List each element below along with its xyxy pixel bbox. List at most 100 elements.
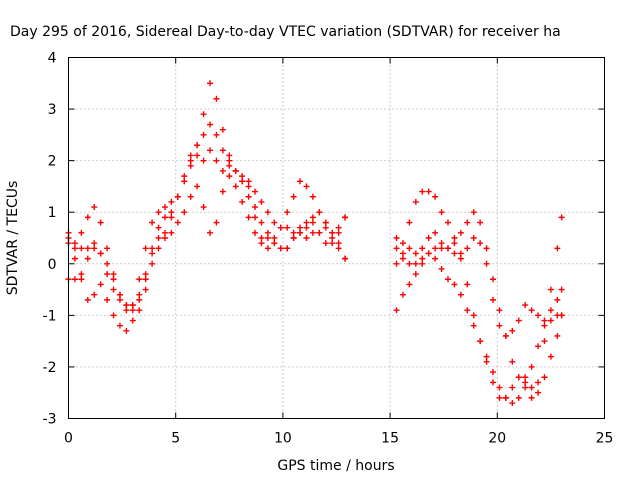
data-point bbox=[322, 219, 329, 226]
data-point bbox=[425, 188, 432, 195]
data-point bbox=[155, 245, 162, 252]
data-point bbox=[470, 235, 477, 241]
data-point bbox=[477, 240, 484, 247]
data-point bbox=[155, 235, 162, 241]
data-point bbox=[483, 260, 490, 267]
data-point bbox=[104, 296, 111, 303]
data-point bbox=[97, 281, 104, 288]
data-point bbox=[239, 173, 246, 180]
data-point bbox=[419, 255, 426, 262]
data-point bbox=[104, 260, 111, 267]
data-point bbox=[168, 229, 175, 236]
data-point bbox=[207, 147, 214, 154]
data-point bbox=[226, 173, 233, 180]
data-point bbox=[264, 245, 271, 252]
data-point bbox=[207, 121, 214, 128]
data-point bbox=[226, 162, 233, 169]
data-point bbox=[393, 235, 400, 241]
data-point bbox=[213, 131, 220, 138]
axis-ticks: 0 5 10 15 20 25 -3 -2 -1 0 1 2 3 4 bbox=[43, 51, 614, 447]
data-point bbox=[219, 167, 226, 174]
data-point bbox=[284, 209, 291, 216]
data-point bbox=[84, 296, 91, 303]
data-point bbox=[535, 389, 542, 396]
data-point bbox=[245, 178, 252, 185]
data-point bbox=[528, 363, 535, 370]
data-point bbox=[329, 235, 336, 241]
data-point bbox=[91, 240, 98, 247]
data-point bbox=[97, 219, 104, 226]
y-tick-label: -3 bbox=[43, 412, 57, 428]
data-point bbox=[432, 229, 439, 236]
data-point bbox=[502, 332, 509, 339]
data-point bbox=[322, 240, 329, 247]
data-point bbox=[419, 245, 426, 252]
data-point bbox=[258, 240, 265, 247]
data-point bbox=[207, 80, 214, 87]
data-point bbox=[136, 307, 143, 314]
data-point bbox=[142, 245, 149, 252]
y-tick-label: 1 bbox=[48, 205, 57, 221]
data-point bbox=[104, 271, 111, 278]
data-point bbox=[200, 131, 207, 138]
data-point bbox=[541, 322, 548, 329]
data-point bbox=[290, 193, 297, 200]
data-point bbox=[483, 353, 490, 360]
data-point bbox=[309, 219, 316, 226]
data-point bbox=[535, 312, 542, 319]
data-point bbox=[412, 271, 419, 278]
data-point bbox=[316, 229, 323, 236]
data-point bbox=[110, 312, 117, 319]
data-point bbox=[129, 302, 136, 309]
data-point bbox=[136, 276, 143, 283]
data-point bbox=[78, 276, 85, 283]
data-point bbox=[515, 394, 522, 401]
data-point bbox=[194, 152, 201, 159]
data-point bbox=[226, 152, 233, 159]
data-point bbox=[335, 245, 342, 252]
data-point bbox=[264, 235, 271, 241]
data-point bbox=[284, 245, 291, 252]
data-point bbox=[213, 219, 220, 226]
data-point bbox=[91, 245, 98, 252]
x-tick-label: 5 bbox=[171, 431, 180, 447]
data-point bbox=[181, 178, 188, 185]
data-point bbox=[97, 250, 104, 257]
data-point bbox=[174, 219, 181, 226]
data-point bbox=[174, 193, 181, 200]
data-point bbox=[470, 209, 477, 216]
data-point bbox=[142, 286, 149, 293]
data-point bbox=[200, 204, 207, 211]
data-point bbox=[329, 240, 336, 247]
data-point bbox=[419, 188, 426, 195]
data-point bbox=[136, 291, 143, 298]
data-point bbox=[335, 224, 342, 231]
x-tick-label: 0 bbox=[64, 431, 73, 447]
data-point bbox=[161, 235, 168, 241]
data-point bbox=[207, 229, 214, 236]
data-point bbox=[123, 327, 130, 334]
data-point bbox=[181, 173, 188, 180]
data-point bbox=[84, 214, 91, 221]
data-point bbox=[149, 250, 156, 257]
data-point bbox=[110, 286, 117, 293]
data-point bbox=[155, 209, 162, 216]
data-point bbox=[239, 178, 246, 185]
data-point bbox=[425, 235, 432, 241]
data-point bbox=[168, 198, 175, 205]
data-point bbox=[432, 255, 439, 262]
data-point bbox=[200, 111, 207, 118]
data-point bbox=[547, 307, 554, 314]
data-point bbox=[509, 358, 516, 365]
data-point bbox=[490, 379, 497, 386]
data-point bbox=[393, 307, 400, 314]
data-point bbox=[547, 286, 554, 293]
data-point bbox=[393, 245, 400, 252]
data-point bbox=[457, 229, 464, 236]
data-point bbox=[490, 369, 497, 376]
data-point bbox=[91, 291, 98, 298]
data-point bbox=[451, 281, 458, 288]
data-point bbox=[541, 317, 548, 324]
grid-lines bbox=[68, 57, 605, 419]
